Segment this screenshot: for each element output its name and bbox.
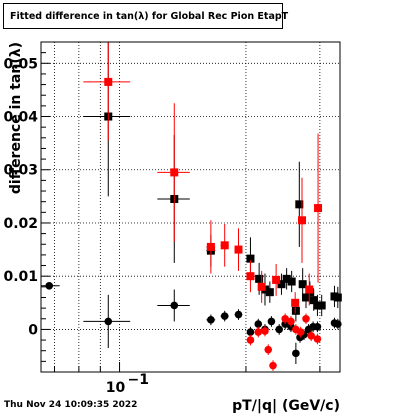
data-point-square — [295, 200, 304, 209]
data-points — [41, 42, 342, 371]
data-point-circle — [104, 317, 113, 326]
data-point-square — [317, 301, 326, 310]
data-point-square — [272, 275, 281, 284]
data-point-circle — [254, 320, 263, 328]
y-tick-label: 0 — [28, 322, 38, 338]
data-point-square — [287, 277, 296, 286]
series-3 — [246, 313, 322, 371]
data-point-circle — [275, 325, 283, 334]
data-point-circle — [269, 361, 277, 370]
data-point-square — [298, 216, 307, 225]
y-axis-label: difference in tan(λ) — [8, 42, 24, 194]
data-point-circle — [313, 335, 322, 343]
data-point-circle — [170, 301, 179, 310]
y-tick-label: 0.01 — [3, 269, 38, 285]
data-point-circle — [307, 332, 315, 340]
data-point-square — [170, 168, 179, 177]
data-point-square — [298, 280, 307, 289]
data-point-square — [305, 285, 314, 294]
data-point-square — [333, 293, 342, 302]
footer-timestamp: Thu Nov 24 10:09:35 2022 — [4, 400, 138, 410]
chart-title: Fitted difference in tan(λ) for Global R… — [10, 11, 289, 22]
data-point-circle — [234, 310, 243, 319]
data-point-circle — [45, 281, 54, 290]
x-tick-labels: 10 −1 — [106, 372, 149, 396]
y-tick-label: 0.02 — [3, 216, 38, 232]
series-1 — [83, 42, 323, 314]
data-point-circle — [296, 328, 305, 336]
data-point-square — [301, 293, 310, 302]
data-point-square — [291, 306, 300, 315]
data-point-circle — [246, 328, 255, 336]
data-point-square — [206, 242, 215, 251]
data-point-square — [313, 301, 322, 310]
y-tick-label: 0.05 — [3, 56, 38, 72]
data-point-square — [255, 274, 264, 283]
plot-frame — [40, 41, 341, 373]
data-point-square — [246, 254, 255, 263]
data-point-circle — [264, 345, 273, 354]
data-point-circle — [246, 336, 255, 344]
data-point-circle — [220, 312, 229, 320]
data-point-square — [265, 288, 274, 297]
series-0 — [83, 42, 342, 322]
data-point-circle — [302, 314, 310, 323]
axes — [40, 41, 341, 373]
y-tick-label: 0.04 — [3, 110, 38, 126]
data-point-square — [277, 280, 286, 289]
data-point-circle — [281, 320, 289, 328]
data-point-square — [257, 282, 266, 291]
x-tick-label: 10 — [106, 380, 126, 396]
y-tick-labels: 0 0.01 0.02 0.03 0.04 0.05 — [3, 56, 38, 338]
x-axis-label: pT/|q| (GeV/c) — [232, 398, 340, 414]
data-point-square — [104, 77, 113, 86]
grid-lines — [41, 42, 340, 372]
title-box: Fitted difference in tan(λ) for Global R… — [3, 3, 288, 29]
data-point-square — [246, 272, 255, 281]
data-point-circle — [207, 316, 215, 324]
data-point-square — [282, 274, 291, 283]
y-tick-label: 0.03 — [3, 163, 38, 179]
data-point-circle — [254, 328, 263, 336]
data-point-circle — [292, 349, 300, 358]
data-point-circle — [281, 314, 289, 323]
data-point-circle — [313, 322, 322, 331]
data-point-square — [309, 296, 318, 305]
data-point-circle — [287, 317, 295, 326]
x-tick-exponent: −1 — [128, 372, 149, 388]
data-point-square — [314, 204, 323, 213]
series-2 — [41, 281, 342, 365]
data-point-square — [291, 298, 300, 307]
data-point-square — [220, 241, 229, 250]
data-point-circle — [261, 327, 269, 335]
data-point-circle — [267, 317, 276, 326]
data-point-square — [234, 245, 243, 254]
